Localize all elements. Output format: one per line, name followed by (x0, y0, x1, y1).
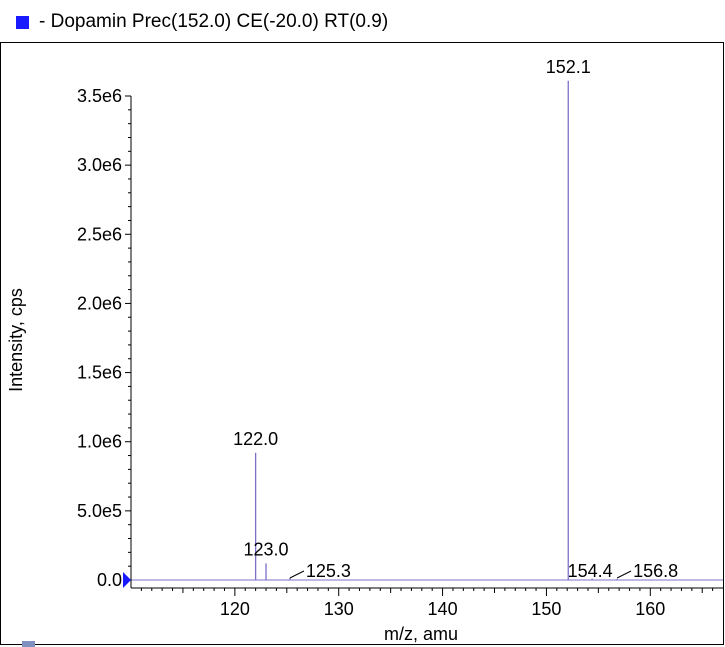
corner-marker (22, 641, 35, 647)
x-tick-label: 130 (324, 599, 354, 619)
peak-label: 156.8 (633, 561, 678, 581)
peak-leader (616, 570, 632, 579)
legend: - Dopamin Prec(152.0) CE(-20.0) RT(0.9) (16, 2, 388, 42)
peak-label: 154.4 (568, 561, 613, 581)
peak-leader (289, 570, 305, 579)
y-tick-label: 0.0 (97, 570, 122, 590)
y-axis-marker[interactable] (123, 572, 131, 588)
y-tick-label: 1.5e6 (77, 363, 122, 383)
y-tick-label: 2.0e6 (77, 293, 122, 313)
peak-label: 152.1 (546, 57, 591, 77)
x-tick-label: 150 (531, 599, 561, 619)
x-tick-label: 160 (635, 599, 665, 619)
plot-frame (0, 42, 724, 645)
peak-label: 125.3 (306, 561, 351, 581)
legend-swatch[interactable] (16, 15, 29, 29)
y-tick-label: 2.5e6 (77, 224, 122, 244)
peak-label: 122.0 (233, 429, 278, 449)
x-axis-title: m/z, amu (384, 624, 458, 644)
y-tick-label: 3.5e6 (77, 86, 122, 106)
x-tick-label: 120 (220, 599, 250, 619)
y-axis-title: Intensity, cps (6, 288, 26, 392)
y-tick-label: 3.0e6 (77, 155, 122, 175)
y-tick-label: 5.0e5 (77, 501, 122, 521)
legend-label: - Dopamin Prec(152.0) CE(-20.0) RT(0.9) (39, 11, 389, 32)
y-tick-label: 1.0e6 (77, 432, 122, 452)
x-tick-label: 140 (428, 599, 458, 619)
peak-label: 123.0 (243, 539, 288, 559)
